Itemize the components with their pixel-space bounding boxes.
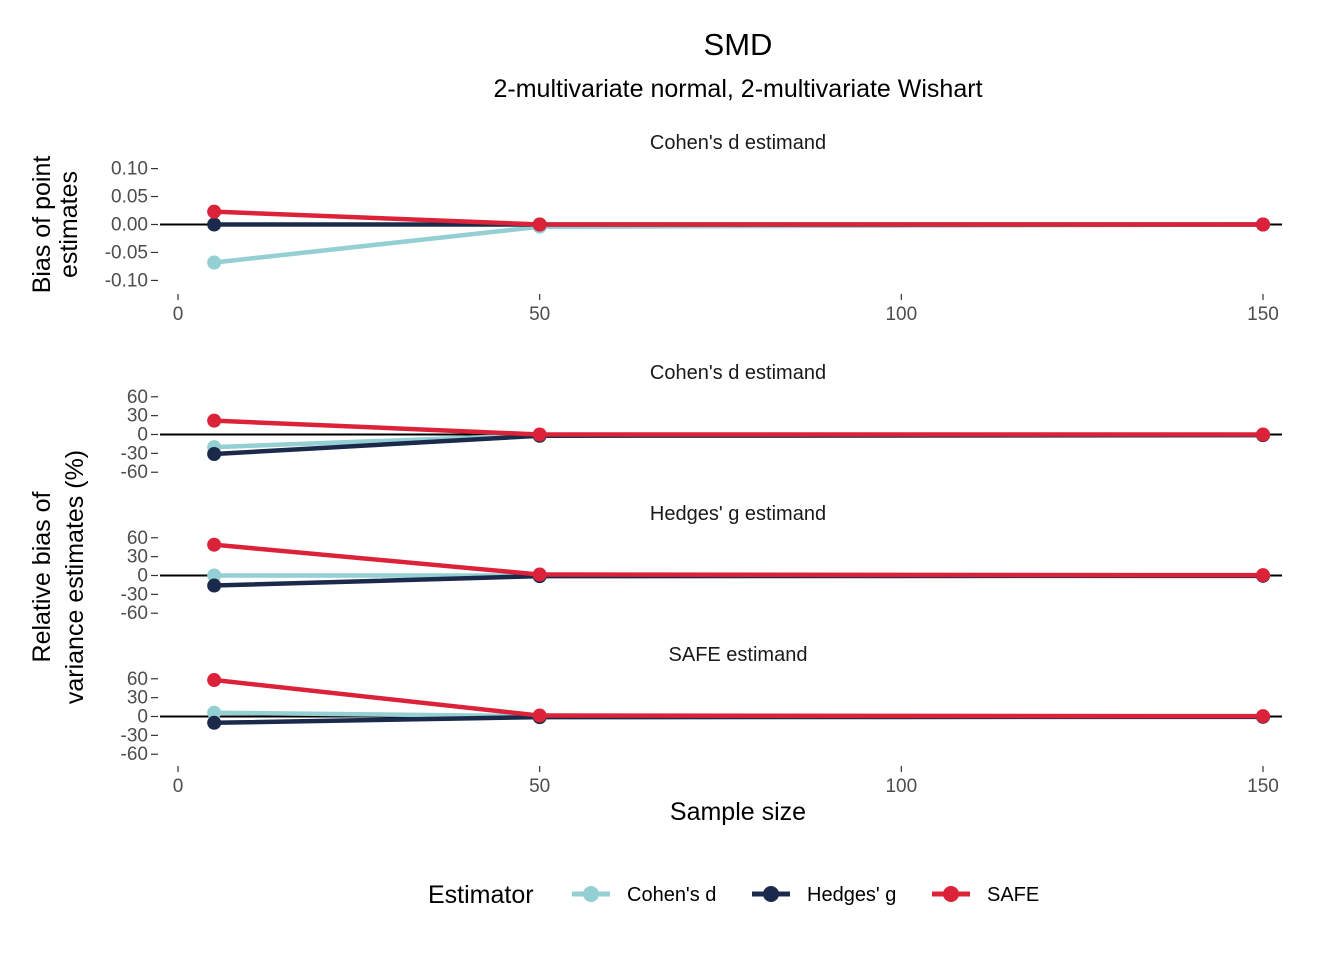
data-point-safe bbox=[1256, 709, 1270, 724]
y-tick-label: -60 bbox=[121, 603, 148, 624]
x-tick-label: 0 bbox=[173, 776, 184, 797]
x-tick-label: 100 bbox=[885, 304, 917, 325]
y-tick-label: -30 bbox=[121, 584, 148, 605]
legend-key-point bbox=[583, 886, 599, 902]
data-point-cohen-s-d bbox=[207, 568, 222, 583]
data-point-hedges-g bbox=[207, 578, 222, 593]
series-line-safe bbox=[213, 542, 1264, 578]
x-axis-title: Sample size bbox=[670, 798, 806, 826]
legend-item-safe: SAFE bbox=[932, 884, 1039, 906]
x-tick-label: 100 bbox=[885, 776, 917, 797]
data-point-safe bbox=[532, 217, 547, 232]
panel-1: Cohen's d estimand 0.10 0.05 0.00 -0.05 -0.10… bbox=[28, 132, 1282, 293]
x-tick-label: 150 bbox=[1247, 304, 1279, 325]
series-line-cohen-s-d bbox=[213, 222, 1264, 265]
data-point-safe bbox=[1256, 568, 1270, 583]
data-point-safe bbox=[207, 413, 222, 428]
data-point-safe bbox=[207, 673, 222, 688]
chart-panels: Cohen's d estimand 0.10 0.05 0.00 -0.05 -0.10… bbox=[28, 132, 1282, 826]
series-line-safe bbox=[213, 677, 1264, 719]
series-line-safe bbox=[214, 418, 1263, 437]
y-tick-label: 30 bbox=[127, 688, 148, 709]
panel-4-strip-label: SAFE estimand bbox=[669, 644, 808, 666]
y-tick-label: 60 bbox=[127, 528, 148, 549]
y-tick-label: -0.10 bbox=[105, 270, 148, 291]
y-tick-label: -60 bbox=[121, 462, 148, 483]
panel-3-strip-label: Hedges' g estimand bbox=[650, 503, 826, 525]
y-tick-label: -30 bbox=[121, 725, 148, 746]
data-point-hedges-g bbox=[207, 715, 222, 730]
y-tick-label: -60 bbox=[121, 744, 148, 765]
y-tick-label: 30 bbox=[127, 547, 148, 568]
data-point-safe bbox=[207, 537, 222, 552]
data-point-safe bbox=[532, 427, 547, 442]
x-tick-label: 50 bbox=[529, 776, 550, 797]
data-point-safe bbox=[532, 567, 547, 582]
data-point-cohen-s-d bbox=[207, 255, 222, 270]
legend-label: SAFE bbox=[987, 884, 1039, 906]
y-tick-label: 30 bbox=[127, 406, 148, 427]
legend-item-hedges-g: Hedges' g bbox=[752, 884, 896, 906]
y-tick-label: 0 bbox=[137, 707, 148, 728]
data-point-cohen-s-d bbox=[207, 705, 222, 720]
data-point-hedges-g bbox=[207, 446, 222, 461]
series-line-hedges-g bbox=[214, 432, 1264, 457]
x-axis-panel-1: 0 50 100 150 bbox=[173, 294, 1279, 325]
y-tick-label: 60 bbox=[127, 669, 148, 690]
variance-y-axis-title: Relative bias of variance estimates (%) bbox=[28, 450, 89, 704]
y-tick-label: -0.05 bbox=[105, 242, 148, 263]
panel-2-strip-label: Cohen's d estimand bbox=[650, 362, 826, 384]
legend-label: Cohen's d bbox=[627, 884, 716, 906]
x-tick-label: 0 bbox=[173, 304, 184, 325]
x-axis-panel-4: 0 50 100 150 bbox=[173, 766, 1279, 797]
panel-1-strip-label: Cohen's d estimand bbox=[650, 132, 826, 154]
legend-key-point bbox=[763, 886, 779, 902]
legend: Estimator Cohen's d Hedges' g SAFE bbox=[428, 881, 1039, 909]
panel-1-y-axis-title: Bias of pointestimates bbox=[28, 156, 83, 294]
chart-title: SMD bbox=[704, 27, 773, 62]
y-tick-label: -30 bbox=[121, 443, 148, 464]
data-point-safe bbox=[1256, 427, 1270, 442]
legend-title: Estimator bbox=[428, 881, 534, 909]
y-tick-label: 0 bbox=[137, 425, 148, 446]
legend-label: Hedges' g bbox=[807, 884, 896, 906]
x-tick-label: 50 bbox=[529, 304, 550, 325]
data-point-safe bbox=[1256, 217, 1270, 232]
y-tick-label: 0 bbox=[137, 566, 148, 587]
y-tick-label: 60 bbox=[127, 387, 148, 408]
chart-subtitle: 2-multivariate normal, 2-multivariate Wi… bbox=[493, 75, 982, 103]
data-point-safe bbox=[207, 204, 222, 219]
data-point-safe bbox=[532, 708, 547, 723]
y-tick-label: 0.00 bbox=[111, 215, 148, 236]
y-tick-label: 0.05 bbox=[111, 187, 148, 208]
data-point-hedges-g bbox=[207, 217, 222, 232]
x-tick-label: 150 bbox=[1247, 776, 1279, 797]
legend-key-point bbox=[943, 886, 959, 902]
y-tick-label: 0.10 bbox=[111, 159, 148, 180]
legend-item-cohen-s-d: Cohen's d bbox=[572, 884, 716, 906]
